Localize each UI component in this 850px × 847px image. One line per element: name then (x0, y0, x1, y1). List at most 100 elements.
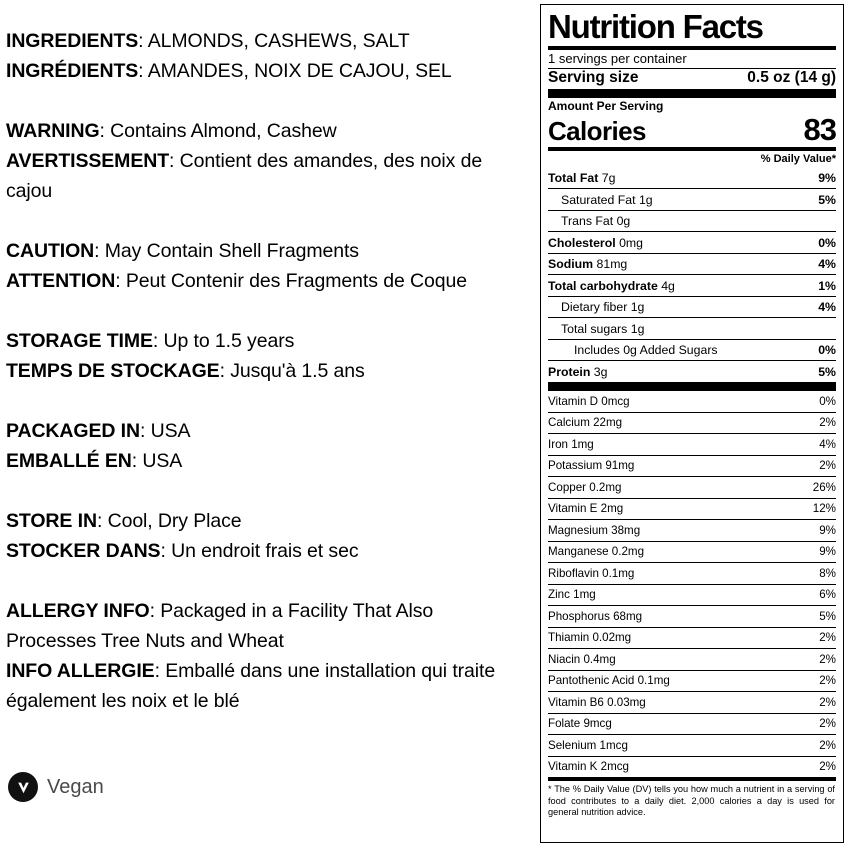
micronutrient-name: Magnesium 38mg (548, 523, 641, 537)
info-line-value: : Packaged in a Facility That Also Proce… (6, 600, 434, 652)
micronutrient-daily-value: 9% (819, 545, 836, 559)
micronutrient-row: Folate 9mcg 2% (548, 712, 836, 735)
info-line: INGRÉDIENTS: AMANDES, NOIX DE CAJOU, SEL (6, 56, 524, 86)
micronutrient-row: Phosphorus 68mg 5% (548, 605, 836, 627)
micronutrient-row: Zinc 1mg 6% (548, 583, 836, 606)
info-block: STORE IN: Cool, Dry Place STOCKER DANS: U… (6, 506, 524, 566)
nutrient-daily-value: 9% (818, 171, 836, 186)
nutrient-amount: 1g (638, 192, 653, 207)
info-line-value: : ALMONDS, CASHEWS, SALT (138, 30, 410, 52)
nutrient-name: Trans Fat 0g (561, 214, 630, 228)
micronutrient-daily-value: 0% (819, 394, 836, 408)
micronutrient-daily-value: 2% (819, 674, 836, 688)
info-line-value: : USA (131, 450, 183, 472)
info-line-label: TEMPS DE STOCKAGE (6, 360, 220, 382)
divider-title (548, 45, 836, 50)
vegan-v-icon (8, 772, 38, 802)
micronutrient-name: Vitamin B6 0.03mg (548, 695, 646, 709)
nutrient-name: Total carbohydrate 4g (548, 279, 675, 293)
info-line: INGREDIENTS: ALMONDS, CASHEWS, SALT (6, 26, 524, 56)
micronutrient-daily-value: 6% (819, 588, 836, 602)
info-line-value: : Peut Contenir des Fragments de Coque (115, 270, 467, 292)
info-line-value: : Contient des amandes, des noix de cajo… (6, 150, 483, 202)
info-line-label: CAUTION (6, 240, 95, 262)
micronutrient-row: Copper 0.2mg 26% (548, 476, 836, 498)
nutrient-name: Total Fat 7g (548, 171, 615, 185)
vegan-label: Vegan (47, 776, 104, 798)
calories-row: Calories 83 (548, 114, 837, 147)
micronutrient-name: Zinc 1mg (548, 588, 596, 602)
nutrient-row: Includes 0g Added Sugars 0% (548, 338, 836, 361)
micronutrient-name: Folate 9mcg (548, 717, 612, 731)
nutrient-amount: 7g (601, 171, 616, 186)
nutrient-row: Total carbohydrate 4g 1% (548, 274, 836, 296)
nutrient-daily-value: 4% (818, 257, 836, 272)
micronutrient-row: Vitamin B6 0.03mg 2% (548, 691, 836, 713)
micronutrient-name: Vitamin E 2mg (548, 502, 624, 516)
micronutrient-daily-value: 2% (819, 738, 836, 752)
micronutrient-daily-value: 2% (819, 695, 836, 709)
daily-value-footnote: * The % Daily Value (DV) tells you how m… (548, 784, 835, 817)
nutrient-name: Protein 3g (548, 365, 607, 379)
info-block: ALLERGY INFO: Packaged in a Facility Tha… (6, 596, 524, 716)
nutrient-name-text: Dietary fiber (561, 300, 628, 315)
info-block: WARNING: Contains Almond, Cashew AVERTISS… (6, 116, 524, 206)
nutrient-name-text: Sodium (548, 257, 594, 272)
nutrient-name: Sodium 81mg (548, 257, 627, 271)
micronutrient-row: Vitamin E 2mg 12% (548, 497, 836, 520)
micronutrient-row: Riboflavin 0.1mg 8% (548, 562, 836, 584)
nutrient-name: Total sugars 1g (561, 322, 644, 336)
info-line: CAUTION: May Contain Shell Fragments (6, 236, 524, 266)
micronutrient-name: Niacin 0.4mg (548, 652, 616, 666)
nutrient-daily-value: 0% (818, 235, 836, 250)
nutrient-name-text: Saturated Fat (561, 192, 636, 207)
micronutrient-row-list: Vitamin D 0mcg 0% Calcium 22mg 2% Iron 1mg 4%… (548, 391, 836, 777)
micronutrient-row: Calcium 22mg 2% (548, 411, 836, 434)
info-block: PACKAGED IN: USA EMBALLÉ EN: USA (6, 416, 524, 476)
nutrient-name-text: Protein (548, 364, 591, 379)
info-block-list: INGREDIENTS: ALMONDS, CASHEWS, SALT INGRÉ… (6, 26, 524, 716)
serving-size-row: Serving size 0.5 oz (14 g) (548, 69, 836, 90)
info-line-value: : Un endroit frais et sec (160, 540, 359, 562)
info-line-label: STORE IN (6, 510, 97, 532)
nutrient-row: Protein 3g 5% (548, 360, 836, 382)
nutrient-name: Includes 0g Added Sugars (574, 343, 718, 357)
info-line-label: STOCKER DANS (6, 540, 161, 562)
info-line-label: EMBALLÉ EN (6, 450, 132, 472)
nutrient-row: Sodium 81mg 4% (548, 252, 836, 275)
micronutrient-daily-value: 2% (819, 652, 836, 666)
info-line-label: ATTENTION (6, 270, 116, 292)
servings-per-container: 1 servings per container (548, 50, 687, 66)
nutrient-row: Saturated Fat 1g 5% (548, 188, 836, 210)
nutrient-row: Dietary fiber 1g 4% (548, 295, 836, 318)
nutrient-name-text: Total sugars (561, 321, 628, 336)
info-line: STOCKER DANS: Un endroit frais et sec (6, 536, 524, 566)
nutrient-row: Total Fat 7g 9% (548, 168, 836, 189)
micronutrient-daily-value: 4% (819, 437, 836, 451)
info-line: ALLERGY INFO: Packaged in a Facility Tha… (6, 596, 524, 656)
info-line-label: ALLERGY INFO (6, 600, 150, 622)
info-line: TEMPS DE STOCKAGE: Jusqu'à 1.5 ans (6, 356, 524, 386)
info-line-value: : Jusqu'à 1.5 ans (219, 360, 365, 382)
serving-size-value: 0.5 oz (14 g) (747, 68, 836, 86)
calories-label: Calories (548, 115, 646, 146)
info-line-value: : Cool, Dry Place (96, 510, 242, 532)
nutrient-name-text: Includes 0g Added Sugars (574, 343, 718, 358)
info-line: WARNING: Contains Almond, Cashew (6, 116, 524, 146)
micronutrient-daily-value: 2% (819, 416, 836, 430)
info-block: INGREDIENTS: ALMONDS, CASHEWS, SALT INGRÉ… (6, 26, 524, 86)
nutrient-row-list: Total Fat 7g 9% Saturated Fat 1g 5% Trans Fa… (548, 168, 836, 382)
micronutrient-row: Vitamin K 2mcg 2% (548, 755, 836, 778)
nutrient-amount: 4g (661, 278, 675, 293)
micronutrient-row: Selenium 1mcg 2% (548, 734, 836, 756)
micronutrient-name: Manganese 0.2mg (548, 545, 645, 559)
info-line: ATTENTION: Peut Contenir des Fragments d… (6, 266, 524, 296)
micronutrient-row: Magnesium 38mg 9% (548, 519, 836, 541)
nutrient-amount: 81mg (596, 257, 628, 272)
nutrient-daily-value: 5% (818, 364, 836, 379)
micronutrient-name: Vitamin K 2mcg (548, 760, 629, 774)
info-line-label: AVERTISSEMENT (6, 150, 170, 172)
nutrient-daily-value: 1% (818, 278, 836, 293)
nutrient-name: Cholesterol 0mg (548, 236, 643, 250)
micronutrient-row: Manganese 0.2mg 9% (548, 540, 836, 563)
